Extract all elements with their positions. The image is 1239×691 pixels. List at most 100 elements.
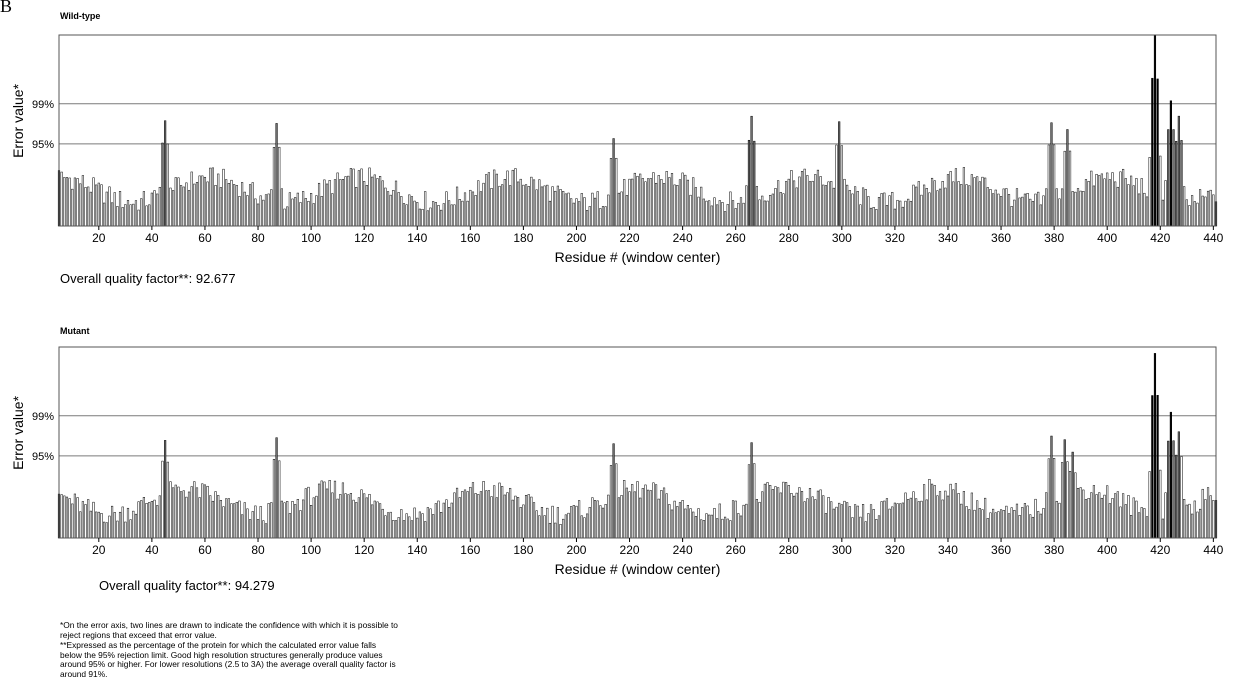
error-bar — [142, 191, 145, 227]
error-bar — [355, 502, 358, 539]
error-bar — [670, 173, 674, 227]
error-bar — [355, 187, 358, 227]
error-bar — [1183, 498, 1186, 539]
error-bar — [580, 193, 583, 227]
error-bar — [593, 197, 597, 227]
error-bar — [140, 500, 143, 539]
error-bar — [984, 497, 987, 539]
error-bar — [222, 506, 225, 539]
error-bar — [723, 516, 727, 539]
error-bar — [79, 183, 82, 227]
error-bar — [243, 191, 246, 227]
error-bar — [264, 194, 268, 227]
error-bar — [1047, 458, 1050, 539]
error-bar — [230, 179, 233, 227]
x-tick-label: 220 — [620, 231, 640, 245]
error-bar — [1114, 181, 1117, 227]
error-bar — [219, 187, 222, 227]
error-bar — [132, 203, 135, 227]
error-bar — [1015, 188, 1019, 227]
error-bar — [65, 496, 69, 539]
error-bar — [166, 461, 169, 539]
error-bar — [941, 499, 944, 539]
error-bar — [424, 191, 427, 227]
x-tick-label: 100 — [301, 543, 321, 557]
error-bar — [1156, 395, 1159, 539]
error-bar — [272, 459, 276, 539]
error-bar — [933, 180, 936, 227]
error-bar — [596, 500, 599, 539]
error-bar — [819, 176, 822, 227]
error-bar — [1106, 172, 1109, 227]
x-tick-label: 120 — [354, 231, 374, 245]
error-bar — [302, 499, 305, 539]
error-bar — [952, 489, 955, 539]
error-bar — [275, 437, 278, 539]
error-bar — [607, 494, 610, 539]
error-bar — [381, 180, 384, 227]
error-bar — [790, 170, 793, 227]
error-bar — [957, 493, 960, 539]
error-bar — [604, 206, 607, 227]
error-bar — [867, 513, 870, 539]
error-bar — [222, 168, 225, 227]
error-bar — [835, 144, 838, 227]
error-bar — [156, 505, 159, 539]
error-bar — [392, 520, 395, 539]
error-bar — [440, 209, 443, 227]
error-bar — [785, 482, 788, 539]
error-bar — [896, 199, 899, 227]
error-bar — [1068, 150, 1072, 227]
error-bar — [684, 508, 687, 539]
error-bar — [312, 203, 315, 227]
error-bar — [89, 191, 92, 227]
error-bar — [365, 497, 368, 539]
error-bar — [1159, 469, 1162, 539]
error-bar — [294, 197, 297, 227]
error-bar — [609, 158, 613, 227]
x-tick-label: 60 — [198, 543, 212, 557]
error-bar — [113, 192, 116, 227]
error-bar — [341, 482, 345, 539]
error-bar — [458, 497, 461, 539]
error-bar — [928, 192, 931, 227]
error-bar — [522, 504, 525, 539]
error-bar — [676, 185, 679, 227]
error-bar — [259, 506, 262, 539]
error-bar — [105, 191, 108, 227]
error-bar — [851, 193, 854, 227]
error-bar — [899, 200, 902, 227]
error-bar — [379, 175, 382, 227]
error-bar — [445, 191, 448, 227]
error-bar — [761, 491, 764, 539]
error-bar — [156, 193, 159, 227]
error-bar — [896, 503, 899, 539]
error-bar — [673, 500, 676, 539]
error-bar — [1206, 487, 1210, 539]
error-bar — [968, 509, 971, 539]
error-bar — [827, 181, 830, 227]
error-bar — [824, 185, 827, 227]
error-bar — [1177, 115, 1180, 227]
error-bar — [296, 192, 299, 227]
error-bar — [649, 490, 652, 539]
error-bar — [620, 191, 623, 227]
error-bar — [962, 167, 965, 227]
error-bar — [639, 173, 642, 227]
error-bar — [503, 179, 506, 227]
error-bar — [89, 510, 92, 539]
error-bar — [856, 505, 859, 539]
error-bar — [246, 508, 249, 539]
error-bar — [628, 178, 631, 227]
error-bar — [729, 191, 732, 227]
error-bar — [1084, 179, 1088, 227]
error-bar — [662, 183, 666, 227]
error-bar — [662, 487, 666, 539]
error-bar — [116, 206, 119, 227]
error-bar — [190, 171, 193, 227]
error-bar — [479, 191, 483, 227]
error-bar — [633, 172, 636, 227]
error-bar — [1066, 129, 1069, 227]
error-bar — [575, 505, 578, 539]
error-bar — [893, 502, 896, 539]
